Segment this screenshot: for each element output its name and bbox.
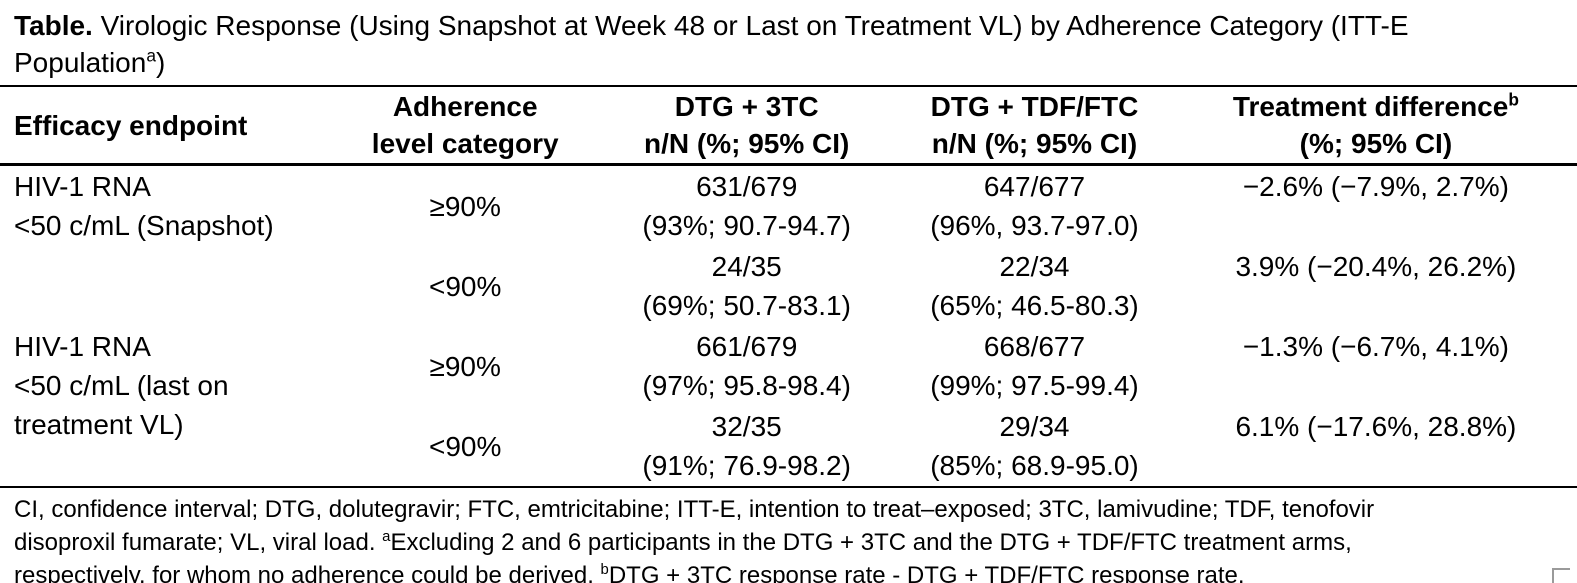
adherence-cell: ≥90%: [429, 191, 501, 222]
table-title: Table. Virologic Response (Using Snapsho…: [0, 0, 1577, 85]
n-over-N-value: 24/35: [711, 251, 782, 282]
n-over-N-value: 668/677: [983, 331, 1086, 362]
table-header-row: Efficacy endpoint Adherence level catego…: [0, 86, 1577, 166]
dtg-3tc-cell: 32/35 (91%; 76.9-98.2): [599, 406, 894, 487]
treatment-difference-subline: (%; 95% CI): [1299, 128, 1453, 159]
table-title-superscript-a: a: [146, 45, 156, 66]
n-over-N-value: 32/35: [711, 411, 782, 442]
dtg-tdf-ftc-cell: 29/34 (85%; 68.9-95.0): [894, 406, 1175, 487]
ci-value: (85%; 68.9-95.0): [930, 450, 1139, 481]
column-header-adherence-level-category: Adherence level category: [331, 86, 600, 166]
treatment-difference-label: Treatment difference: [1232, 91, 1509, 122]
dtg-3tc-cell: 24/35 (69%; 50.7-83.1): [599, 246, 894, 326]
table-row-last-on-treatment-low-adherence: <90% 32/35 (91%; 76.9-98.2) 29/34 (85%; 68…: [0, 406, 1577, 487]
treatment-difference-cell: −2.6% (−7.9%, 2.7%): [1242, 171, 1509, 202]
endpoint-cell-snapshot: HIV-1 RNA <50 c/mL (Snapshot): [14, 171, 274, 241]
endpoint-cell-last-on-treatment: HIV-1 RNA <50 c/mL (last on treatment VL…: [14, 331, 229, 440]
table-row-snapshot-high-adherence: HIV-1 RNA <50 c/mL (Snapshot) ≥90% 631/6…: [0, 165, 1577, 247]
treatment-difference-cell: 6.1% (−17.6%, 28.8%): [1235, 411, 1517, 442]
treatment-difference-superscript-b: b: [1508, 89, 1519, 110]
column-header-efficacy-endpoint: Efficacy endpoint: [0, 86, 332, 166]
footnote-b-text: DTG + 3TC response rate - DTG + TDF/FTC …: [608, 562, 1245, 583]
adherence-cell: ≥90%: [429, 351, 501, 382]
treatment-difference-cell: 3.9% (−20.4%, 26.2%): [1235, 251, 1517, 282]
n-over-N-value: 647/677: [983, 171, 1086, 202]
ci-value: (93%; 90.7-94.7): [642, 210, 851, 241]
dtg-tdf-ftc-cell: 22/34 (65%; 46.5-80.3): [894, 246, 1175, 326]
adherence-cell: <90%: [428, 271, 502, 302]
column-header-treatment-difference: Treatment differenceb (%; 95% CI): [1174, 86, 1577, 166]
virologic-response-table: Efficacy endpoint Adherence level catego…: [0, 85, 1577, 488]
n-over-N-value: 661/679: [696, 331, 798, 362]
table-row-snapshot-low-adherence: <90% 24/35 (69%; 50.7-83.1) 22/34 (65%; 46…: [0, 246, 1577, 326]
table-title-suffix: ): [156, 47, 166, 78]
column-header-dtg-tdf-ftc: DTG + TDF/FTC n/N (%; 95% CI): [894, 86, 1175, 166]
footnote-a-text: Excluding 2 and 6 participants in the DT…: [14, 529, 1352, 583]
adherence-cell: <90%: [428, 431, 502, 462]
table-title-label: Table.: [14, 10, 93, 41]
footnote-a-marker: a: [382, 529, 391, 545]
table-title-text: Virologic Response (Using Snapshot at We…: [14, 10, 1409, 78]
n-over-N-value: 631/679: [696, 171, 798, 202]
resize-handle-corner-icon: [1552, 568, 1570, 583]
n-over-N-value: 29/34: [999, 411, 1070, 442]
column-header-dtg-3tc: DTG + 3TC n/N (%; 95% CI): [599, 86, 895, 166]
ci-value: (97%; 95.8-98.4): [642, 370, 851, 401]
footnotes: CI, confidence interval; DTG, dolutegrav…: [0, 488, 1577, 583]
footnote-b-marker: b: [600, 562, 609, 578]
dtg-tdf-ftc-cell: 668/677 (99%; 97.5-99.4): [894, 326, 1175, 406]
abbreviations-text: CI, confidence interval; DTG, dolutegrav…: [14, 496, 1375, 556]
table-row-last-on-treatment-high-adherence: HIV-1 RNA <50 c/mL (last on treatment VL…: [0, 326, 1577, 440]
ci-value: (69%; 50.7-83.1): [642, 290, 851, 321]
dtg-tdf-ftc-cell: 647/677 (96%, 93.7-97.0): [894, 165, 1175, 247]
treatment-difference-cell: −1.3% (−6.7%, 4.1%): [1242, 331, 1509, 362]
ci-value: (65%; 46.5-80.3): [930, 290, 1139, 321]
ci-value: (99%; 97.5-99.4): [930, 370, 1139, 401]
dtg-3tc-cell: 631/679 (93%; 90.7-94.7): [599, 165, 894, 247]
n-over-N-value: 22/34: [999, 251, 1070, 282]
dtg-3tc-cell: 661/679 (97%; 95.8-98.4): [599, 326, 894, 406]
ci-value: (96%, 93.7-97.0): [930, 210, 1139, 241]
ci-value: (91%; 76.9-98.2): [642, 450, 851, 481]
